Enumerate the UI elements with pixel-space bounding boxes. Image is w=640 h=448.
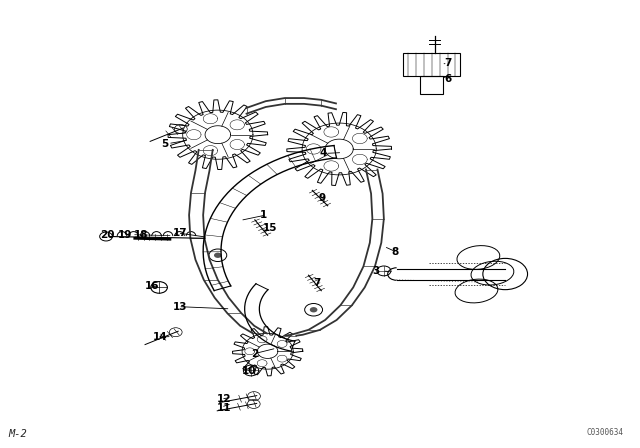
Text: 3: 3: [372, 266, 380, 276]
Text: 14: 14: [153, 332, 167, 342]
Text: 18: 18: [134, 230, 148, 240]
Bar: [403, 53, 461, 76]
Text: 7: 7: [445, 58, 452, 68]
Text: 1: 1: [259, 210, 267, 220]
Text: 7: 7: [314, 278, 321, 288]
Text: 16: 16: [145, 280, 159, 291]
Text: 6: 6: [445, 74, 452, 84]
Text: 8: 8: [392, 247, 399, 257]
Text: 17: 17: [173, 228, 188, 238]
Text: 9: 9: [319, 193, 326, 203]
Circle shape: [310, 307, 317, 312]
Text: M-2: M-2: [8, 429, 27, 439]
Text: 13: 13: [173, 302, 188, 312]
Text: 12: 12: [216, 394, 231, 404]
Text: 4: 4: [320, 148, 328, 159]
Text: 11: 11: [216, 403, 231, 413]
Text: C0300634: C0300634: [586, 428, 623, 438]
Text: 19: 19: [118, 230, 132, 240]
Text: 2: 2: [251, 349, 259, 358]
Text: 20: 20: [100, 230, 114, 240]
Text: 15: 15: [262, 223, 277, 233]
Text: 10: 10: [242, 366, 257, 376]
Circle shape: [214, 253, 221, 258]
Bar: [420, 76, 444, 94]
Text: 5: 5: [162, 138, 169, 149]
